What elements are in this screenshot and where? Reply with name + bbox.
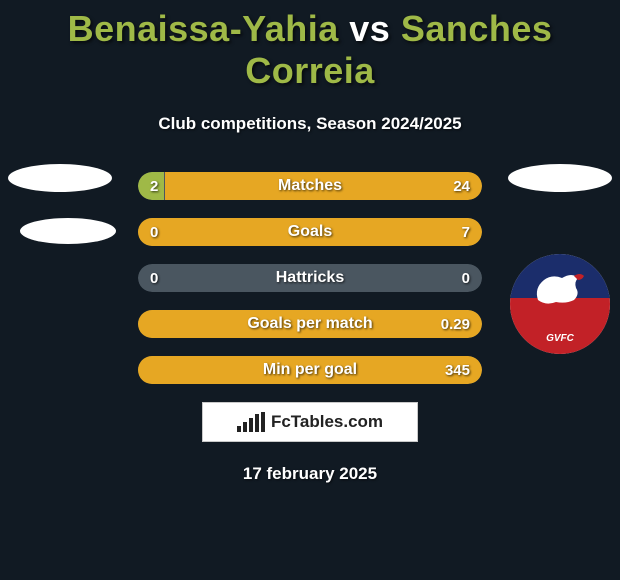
badge-text: GVFC (510, 333, 610, 344)
club-badge: GVFC (510, 254, 610, 354)
stat-label: Goals per match (138, 310, 482, 338)
club-logo-placeholder (508, 164, 612, 192)
stat-label: Matches (138, 172, 482, 200)
stat-bars: 224Matches 07Goals 00Hattricks 0.29Goals pe… (138, 172, 482, 384)
fctables-logo-icon (237, 412, 265, 432)
stat-row: 0.29Goals per match (138, 310, 482, 338)
stat-row: 345Min per goal (138, 356, 482, 384)
stat-label: Goals (138, 218, 482, 246)
stat-row: 224Matches (138, 172, 482, 200)
brand-name: FcTables.com (271, 412, 383, 432)
brand-badge: FcTables.com (202, 402, 418, 442)
stat-row: 07Goals (138, 218, 482, 246)
stat-label: Min per goal (138, 356, 482, 384)
stat-row: 00Hattricks (138, 264, 482, 292)
subtitle: Club competitions, Season 2024/2025 (0, 114, 620, 134)
player1-name: Benaissa-Yahia (68, 8, 339, 49)
date-text: 17 february 2025 (0, 464, 620, 484)
club-right-logos: GVFC (508, 164, 612, 354)
club-left-logos (8, 164, 116, 244)
stat-label: Hattricks (138, 264, 482, 292)
comparison-title: Benaissa-Yahia vs Sanches Correia (0, 0, 620, 92)
club-logo-placeholder (20, 218, 116, 244)
club-logo-placeholder (8, 164, 112, 192)
rooster-icon (528, 268, 590, 308)
vs-text: vs (349, 8, 390, 49)
content-area: GVFC 224Matches 07Goals 00Hattricks 0.29Goa… (0, 172, 620, 484)
